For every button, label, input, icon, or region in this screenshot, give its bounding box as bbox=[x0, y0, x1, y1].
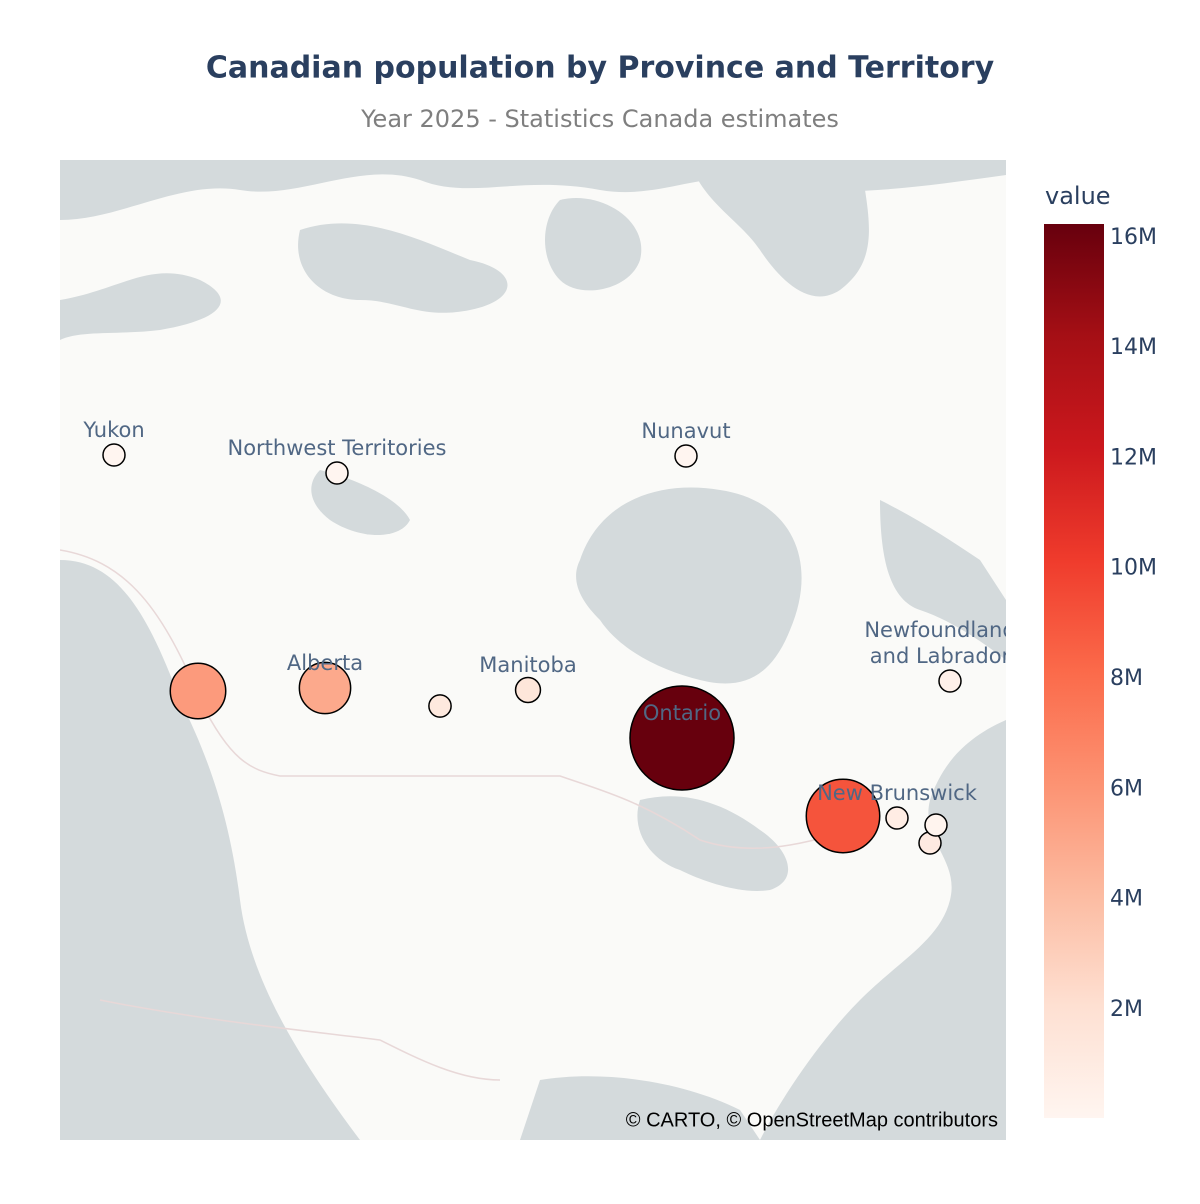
chart-title: Canadian population by Province and Terr… bbox=[206, 51, 995, 86]
bubble-label: Manitoba bbox=[479, 653, 576, 677]
bubble bbox=[629, 685, 735, 791]
map bbox=[60, 160, 1006, 1140]
bubbles bbox=[102, 443, 962, 855]
bubble bbox=[428, 694, 452, 718]
chart-subtitle: Year 2025 - Statistics Canada estimates bbox=[360, 105, 839, 133]
bubble-label: Newfoundland and Labrador bbox=[864, 618, 1015, 668]
bubble-label: Northwest Territories bbox=[227, 436, 446, 460]
colorbar-tick-label: 8M bbox=[1110, 666, 1143, 691]
bubble-label: Nunavut bbox=[641, 419, 730, 443]
bubble bbox=[325, 461, 349, 485]
colorbar-tick-label: 16M bbox=[1110, 225, 1157, 250]
colorbar-tick-label: 4M bbox=[1110, 887, 1143, 912]
colorbar-tick-label: 14M bbox=[1110, 335, 1157, 360]
colorbar-tick-label: 10M bbox=[1110, 556, 1157, 581]
colorbar-tick-label: 12M bbox=[1110, 445, 1157, 470]
bubble bbox=[674, 444, 698, 468]
bubble bbox=[102, 443, 126, 467]
bubble bbox=[805, 778, 881, 854]
bubble-label: Alberta bbox=[287, 651, 363, 675]
bubble bbox=[514, 676, 542, 704]
colorbar-tick-label: 6M bbox=[1110, 776, 1143, 801]
borders bbox=[60, 549, 881, 1081]
bubble-label: Ontario bbox=[643, 701, 721, 725]
colorbar-tick-label: 2M bbox=[1110, 997, 1143, 1022]
colorbar bbox=[1044, 224, 1104, 1118]
bubble bbox=[938, 669, 962, 693]
bubble bbox=[169, 662, 227, 720]
bubble bbox=[924, 813, 948, 837]
bubble-label: New Brunswick bbox=[817, 781, 978, 805]
colorbar-title: value bbox=[1045, 182, 1111, 210]
attribution: © CARTO, © OpenStreetMap contributors bbox=[626, 1109, 998, 1131]
bubble-label: Yukon bbox=[82, 418, 144, 442]
bubble bbox=[298, 661, 352, 715]
bubble bbox=[885, 806, 909, 830]
